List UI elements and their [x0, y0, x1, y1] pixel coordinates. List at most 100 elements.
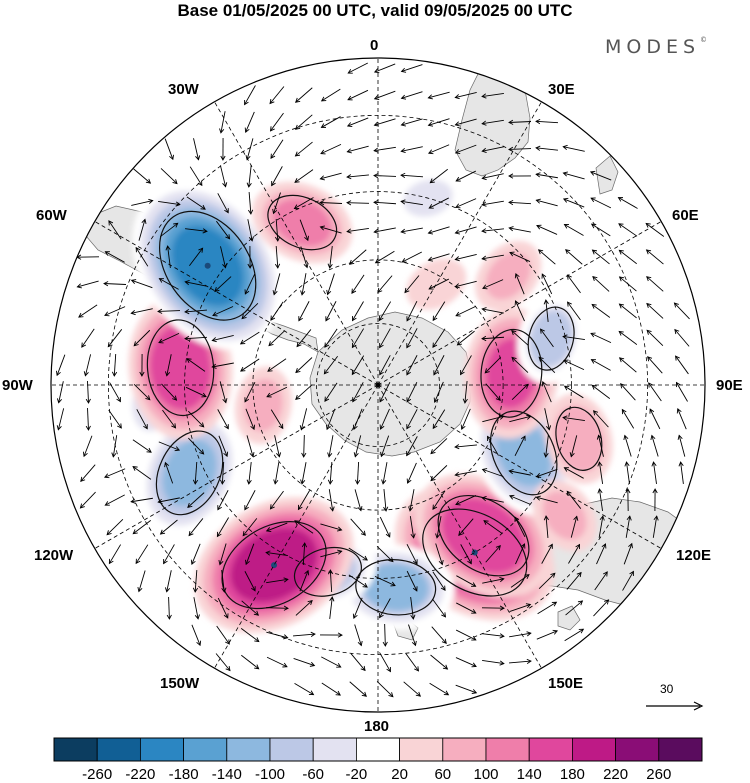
wind-arrow-head [319, 225, 326, 231]
wind-arrow [139, 353, 145, 377]
wind-arrow-shaft [105, 251, 125, 263]
wind-arrow [625, 488, 631, 512]
wind-arrow-head [481, 496, 487, 502]
wind-arrow-head [597, 488, 603, 494]
wind-arrow-head [379, 343, 384, 349]
wind-arrow-head [514, 516, 520, 522]
wind-arrow-head [427, 94, 433, 100]
wind-arrow [352, 408, 363, 431]
wind-arrow-head [677, 434, 683, 440]
wind-arrow-shaft [461, 408, 471, 430]
wind-arrow-head [563, 224, 570, 229]
wind-arrow [85, 380, 91, 404]
wind-arrow-head [386, 666, 391, 673]
wind-arrow-shaft [455, 657, 477, 667]
wind-arrow [652, 515, 659, 538]
wind-arrow-shaft [430, 654, 448, 670]
wind-arrow-shaft [163, 544, 175, 564]
wind-arrow [400, 91, 423, 100]
wind-arrow-shaft [164, 138, 174, 160]
wind-arrow [646, 302, 664, 319]
wind-arrow-head [299, 425, 305, 431]
streamline-ring-5 [155, 430, 224, 516]
wind-arrow-head [414, 666, 420, 672]
wind-arrow-head [352, 424, 358, 431]
lon-label-150w: 150W [160, 675, 200, 692]
wind-arrow-shaft [294, 520, 314, 534]
wind-arrow-shaft [541, 273, 553, 295]
wind-arrow-head [362, 555, 368, 561]
wind-arrow-head [415, 691, 422, 697]
wind-arrow-head [481, 228, 487, 234]
wind-arrow-shaft [184, 336, 208, 340]
colorbar-tick-4: -100 [254, 766, 286, 783]
wind-arrow-head [244, 289, 250, 295]
wind-arrow-head [269, 98, 275, 105]
wind-arrow-head [225, 665, 231, 672]
wind-arrow-shaft [511, 357, 529, 373]
streamline-ring-10 [490, 410, 558, 496]
wind-arrow [401, 251, 423, 263]
wind-arrow [273, 462, 280, 485]
wind-arrow-head [400, 121, 406, 127]
wind-arrow-head [352, 315, 357, 322]
wind-arrow-shaft [537, 601, 557, 615]
wind-arrow-shaft [619, 357, 637, 373]
wind-arrow-head [254, 637, 260, 643]
wind-arrow-head [495, 395, 501, 402]
wind-arrow [623, 434, 632, 457]
wind-arrow-head [454, 149, 461, 154]
wind-arrow-shaft [653, 462, 657, 484]
wind-arrow [536, 629, 559, 640]
wind-arrow-shaft [482, 497, 504, 503]
wind-arrow [349, 249, 367, 265]
wind-arrow-shaft [269, 86, 285, 104]
wind-arrow-head [301, 452, 307, 458]
wind-arrow-shaft [456, 602, 476, 614]
wind-arrow [103, 281, 127, 287]
wind-arrow-head [85, 398, 91, 404]
wind-arrow [483, 520, 503, 534]
streamline-ring-2 [355, 559, 437, 616]
wind-arrow [189, 166, 203, 187]
wind-arrow [247, 245, 253, 269]
wind-arrow-shaft [78, 304, 98, 318]
wind-arrow-shaft [564, 467, 584, 479]
wind-arrow [535, 198, 558, 207]
lon-label-150e: 150E [548, 675, 584, 692]
wind-arrow-shaft [564, 224, 584, 236]
wind-arrow-head [336, 663, 342, 668]
wind-arrow-head [563, 385, 570, 391]
wind-arrow-shaft [564, 385, 584, 399]
wind-arrow-head [427, 229, 434, 235]
wind-arrow-shaft [57, 408, 65, 430]
wind-arrow-shaft [248, 191, 252, 215]
wind-arrow-head [273, 479, 279, 485]
wind-arrow-shaft [325, 301, 337, 321]
south-pole-marker [375, 382, 381, 388]
wind-arrow [266, 656, 288, 668]
wind-arrow [591, 303, 611, 318]
wind-arrow [164, 138, 174, 161]
wind-arrow-shaft [429, 197, 449, 209]
wind-arrow-head [647, 356, 653, 362]
wind-arrow [645, 249, 664, 265]
wind-arrow-shaft [328, 435, 334, 457]
meridian-line [377, 384, 542, 669]
colorbar-tick-8: 60 [434, 766, 452, 783]
wind-arrow-head [346, 174, 352, 180]
wind-arrow-shaft [509, 632, 531, 638]
wind-arrow [352, 382, 364, 403]
colorbar-swatch-7 [355, 737, 400, 762]
wind-arrow-head [327, 479, 334, 485]
wind-arrow-head [310, 631, 316, 637]
wind-arrow-shaft [376, 681, 394, 697]
wind-arrow-shaft [538, 356, 556, 374]
wind-arrow-shaft [515, 300, 525, 322]
wind-arrow-shaft [320, 523, 342, 531]
wind-arrow-head [301, 542, 308, 548]
wind-arrow [508, 226, 531, 233]
wind-arrow [270, 301, 284, 321]
wind-arrow [677, 434, 686, 457]
wind-arrow-shaft [619, 249, 637, 265]
